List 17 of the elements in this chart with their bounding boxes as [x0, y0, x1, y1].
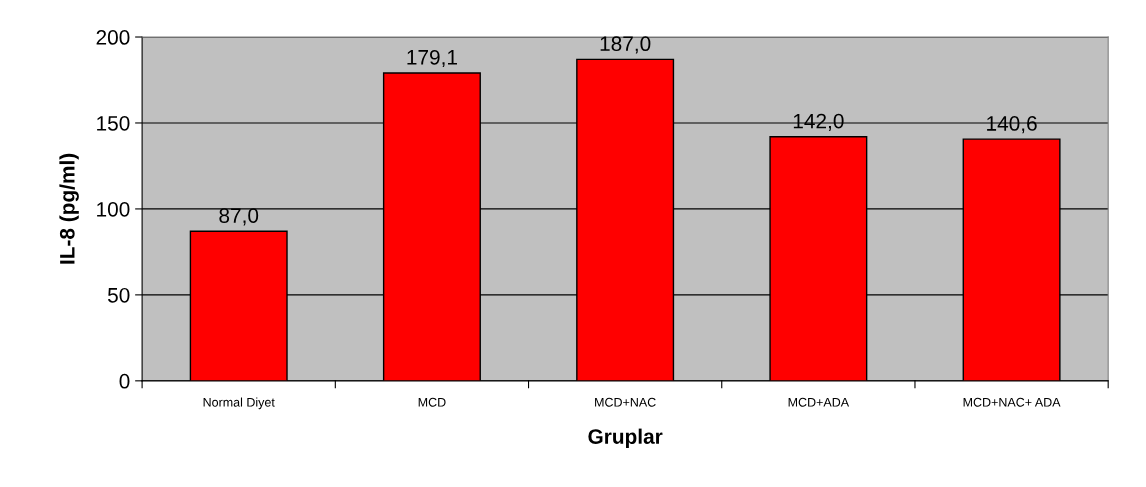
y-tick-label: 0 [119, 373, 130, 389]
y-tick-label: 50 [107, 287, 130, 303]
x-tick-label: MCD [418, 397, 446, 407]
x-tick-label: Normal Diyet [203, 397, 275, 410]
data-label: 87,0 [219, 208, 259, 226]
y-axis-title: IL-8 (pg/ml) [59, 153, 79, 264]
x-tick-label: MCD+NAC [595, 397, 656, 407]
y-tick-label: 200 [96, 30, 130, 45]
data-label: 140,6 [987, 116, 1037, 134]
y-tick-label: 100 [97, 201, 130, 217]
y-tick-label: 150 [97, 115, 130, 131]
x-tick-label: MCD+ADA [788, 397, 850, 407]
data-label: 187,0 [600, 36, 651, 54]
data-label: 142,0 [793, 113, 844, 131]
x-axis-title: Gruplar [588, 428, 663, 449]
data-label: 179,1 [407, 49, 457, 68]
x-tick-label: MCD+NAC+ ADA [963, 397, 1061, 407]
